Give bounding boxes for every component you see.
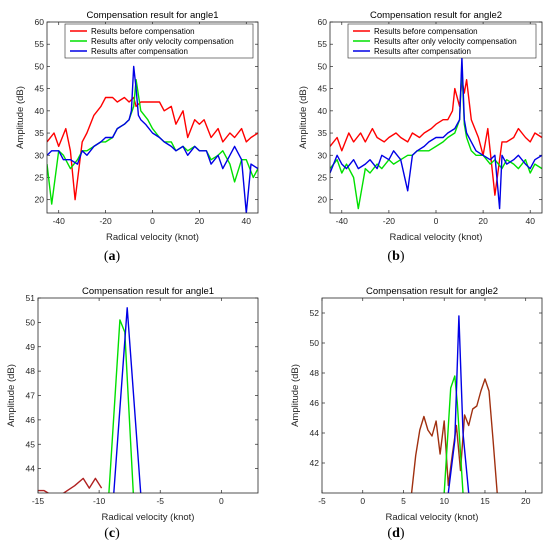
plot-area <box>322 298 542 493</box>
y-tick-label: 42 <box>310 458 320 468</box>
x-axis-label: Radical velocity (knot) <box>386 512 479 523</box>
legend-entry: Results before compensation <box>374 27 478 36</box>
chart-panel-b: -40 -20 0 20 40 20 25 30 35 40 45 50 55 60 Compensatio… <box>298 10 543 264</box>
panel-caption: (a) <box>104 249 121 264</box>
x-tick-label: 10 <box>439 496 449 506</box>
chart-title: Compensation result for angle1 <box>82 286 214 297</box>
x-axis-label: Radical velocity (knot) <box>102 512 195 523</box>
y-axis-label: Amplitude (dB) <box>298 86 309 149</box>
chart-panel-a: -40 -20 0 20 40 20 25 30 35 40 45 50 55 60 Compensatio… <box>15 10 259 264</box>
panel-caption: (c) <box>104 526 120 541</box>
series-line-3 <box>47 65 258 213</box>
y-tick-label: 48 <box>310 368 320 378</box>
y-tick-label: 40 <box>318 106 328 116</box>
x-tick-label: -15 <box>32 496 45 506</box>
y-tick-label: 40 <box>35 106 45 116</box>
y-tick-label: 47 <box>26 391 36 401</box>
chart-panel-d: -5 0 5 10 15 20 42 44 46 48 50 52 Compensation resul… <box>290 286 543 541</box>
series-line-3 <box>330 56 542 210</box>
y-tick-label: 51 <box>26 293 36 303</box>
series-line-2 <box>330 65 542 210</box>
legend-entry: Results after compensation <box>374 47 471 56</box>
y-tick-label: 55 <box>35 39 45 49</box>
x-tick-label: 20 <box>521 496 531 506</box>
x-tick-label: 40 <box>525 216 535 226</box>
x-tick-label: 0 <box>434 216 439 226</box>
axes-box <box>321 297 543 494</box>
y-axis-label: Amplitude (dB) <box>15 86 26 149</box>
x-tick-label: -40 <box>336 216 349 226</box>
x-tick-label: 20 <box>195 216 205 226</box>
y-tick-label: 52 <box>310 308 320 318</box>
y-tick-label: 50 <box>310 338 320 348</box>
y-axis-label: Amplitude (dB) <box>6 364 17 427</box>
y-tick-label: 20 <box>318 195 328 205</box>
y-tick-label: 46 <box>26 415 36 425</box>
panel-caption: (d) <box>387 526 404 541</box>
legend-entry: Results before compensation <box>91 27 195 36</box>
x-tick-label: -5 <box>156 496 164 506</box>
y-tick-label: 25 <box>318 172 328 182</box>
y-tick-label: 50 <box>35 61 45 71</box>
series-line-1 <box>47 96 258 201</box>
y-tick-label: 20 <box>35 195 45 205</box>
x-axis-label: Radical velocity (knot) <box>106 232 199 243</box>
y-axis-label: Amplitude (dB) <box>290 364 301 427</box>
x-tick-label: 40 <box>242 216 252 226</box>
y-tick-label: 30 <box>318 150 328 160</box>
x-tick-label: 0 <box>219 496 224 506</box>
y-tick-label: 45 <box>318 84 328 94</box>
x-tick-label: 5 <box>401 496 406 506</box>
y-tick-label: 60 <box>318 17 328 27</box>
series-line-3 <box>447 315 470 493</box>
y-tick-label: 35 <box>35 128 45 138</box>
series-line-2 <box>443 375 464 493</box>
x-tick-label: 20 <box>478 216 488 226</box>
legend-entry: Results after only velocity compensation <box>374 37 517 46</box>
x-tick-label: 0 <box>150 216 155 226</box>
legend-entry: Results after only velocity compensation <box>91 37 234 46</box>
y-tick-label: 25 <box>35 172 45 182</box>
y-tick-label: 44 <box>310 428 320 438</box>
y-tick-label: 44 <box>26 464 36 474</box>
legend-entry: Results after compensation <box>91 47 188 56</box>
x-tick-label: -40 <box>53 216 66 226</box>
y-tick-label: 45 <box>35 84 45 94</box>
chart-title: Compensation result for angle1 <box>86 10 218 21</box>
x-tick-label: 15 <box>480 496 490 506</box>
y-tick-label: 50 <box>26 317 36 327</box>
y-tick-label: 55 <box>318 39 328 49</box>
y-tick-label: 48 <box>26 366 36 376</box>
axes-box <box>37 297 259 494</box>
y-tick-label: 49 <box>26 342 36 352</box>
y-tick-label: 46 <box>310 398 320 408</box>
x-tick-label: -5 <box>318 496 326 506</box>
chart-panel-c: -15 -10 -5 0 44 45 46 47 48 49 50 51 Compensation re… <box>6 286 259 541</box>
y-tick-label: 60 <box>35 17 45 27</box>
y-tick-label: 50 <box>318 61 328 71</box>
x-tick-label: -20 <box>99 216 112 226</box>
y-tick-label: 30 <box>35 150 45 160</box>
x-tick-label: -10 <box>93 496 106 506</box>
series-line-2 <box>108 319 134 493</box>
panel-caption: (b) <box>387 249 404 264</box>
legend-box <box>64 23 254 59</box>
x-tick-label: -20 <box>383 216 396 226</box>
axes-box <box>329 21 543 214</box>
chart-title: Compensation result for angle2 <box>370 10 502 21</box>
series-line-3 <box>113 307 142 493</box>
y-tick-label: 35 <box>318 128 328 138</box>
axes-box <box>46 21 259 214</box>
x-axis-label: Radical velocity (knot) <box>390 232 483 243</box>
chart-title: Compensation result for angle2 <box>366 286 498 297</box>
plot-area <box>38 298 258 493</box>
y-tick-label: 45 <box>26 439 36 449</box>
legend-box <box>347 23 537 59</box>
series-line-1 <box>330 78 542 196</box>
series-line-1 <box>38 477 103 493</box>
x-tick-label: 0 <box>360 496 365 506</box>
